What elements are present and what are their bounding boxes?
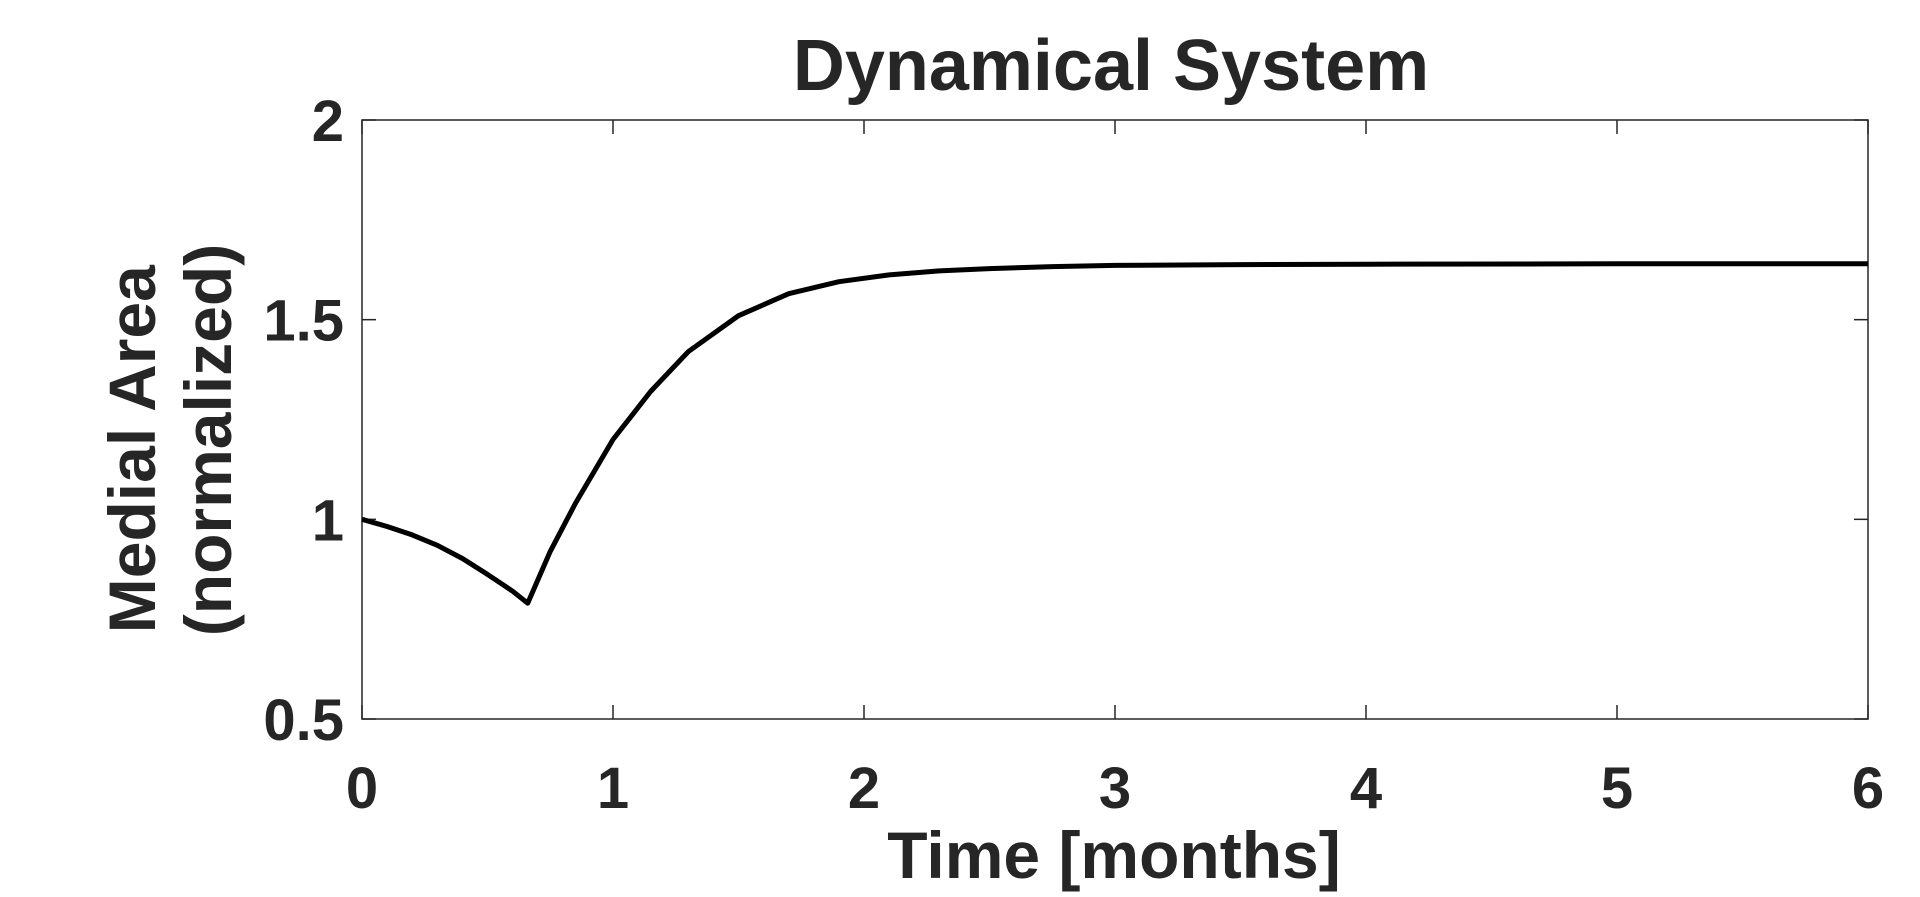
y-tick-label: 1.5	[263, 289, 344, 354]
tick-marks	[361, 119, 1869, 720]
x-tick-label: 5	[1601, 756, 1633, 821]
plot-area-box	[361, 119, 1869, 720]
x-tick-label: 2	[848, 756, 880, 821]
series-line	[361, 261, 1868, 606]
y-tick-label: 0.5	[263, 688, 344, 753]
y-axis-label: Medial Area (normalized)	[95, 244, 245, 636]
x-tick-labels: 0 1 2 3 4 5 6	[346, 756, 1884, 821]
y-tick-labels: 0.5 1 1.5 2	[263, 89, 344, 753]
chart-title: Dynamical System	[793, 26, 1429, 106]
x-axis-label: Time [months]	[887, 818, 1340, 892]
x-tick-label: 0	[346, 756, 378, 821]
x-tick-label: 3	[1099, 756, 1131, 821]
x-tick-label: 4	[1350, 756, 1382, 821]
y-axis-label-line-2: (normalized)	[171, 244, 245, 636]
series-group	[361, 261, 1868, 606]
y-axis-label-line-1: Medial Area	[95, 264, 169, 633]
plot-frame	[361, 119, 1869, 720]
y-tick-label: 1	[312, 488, 344, 553]
x-tick-label: 1	[597, 756, 629, 821]
y-tick-label: 2	[312, 89, 344, 154]
x-tick-label: 6	[1852, 756, 1884, 821]
